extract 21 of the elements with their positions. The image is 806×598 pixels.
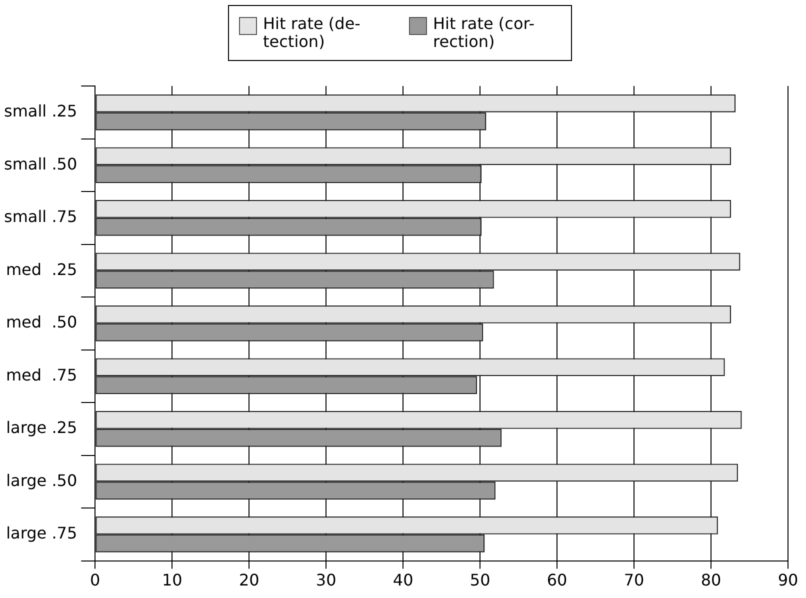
legend-label: Hit rate (de- tection) bbox=[263, 14, 360, 51]
x-tick-label: 60 bbox=[546, 570, 568, 590]
legend-label: Hit rate (cor- rection) bbox=[433, 14, 535, 51]
y-tick-label: small .75 bbox=[4, 207, 78, 226]
x-tick-label: 50 bbox=[470, 570, 490, 590]
x-tick-label: 10 bbox=[162, 570, 182, 590]
x-tick-label: 0 bbox=[90, 570, 100, 590]
y-tick-label: large .25 bbox=[6, 418, 78, 438]
x-tick-label: 30 bbox=[316, 570, 336, 590]
y-tick-label: large .75 bbox=[6, 524, 78, 543]
y-tick-label: small .50 bbox=[4, 154, 78, 174]
x-tick-label: 20 bbox=[238, 570, 260, 590]
y-tick-label: med .25 bbox=[6, 260, 78, 279]
y-tick-label: med .75 bbox=[6, 365, 78, 384]
x-tick-label: 40 bbox=[392, 570, 414, 590]
y-tick-label: large .50 bbox=[6, 470, 78, 490]
x-tick-label: 90 bbox=[778, 570, 798, 590]
x-tick-label: 70 bbox=[624, 570, 644, 590]
x-tick-label: 80 bbox=[700, 570, 722, 590]
y-tick-label: med .50 bbox=[6, 312, 78, 332]
y-tick-label: small .25 bbox=[4, 102, 78, 121]
